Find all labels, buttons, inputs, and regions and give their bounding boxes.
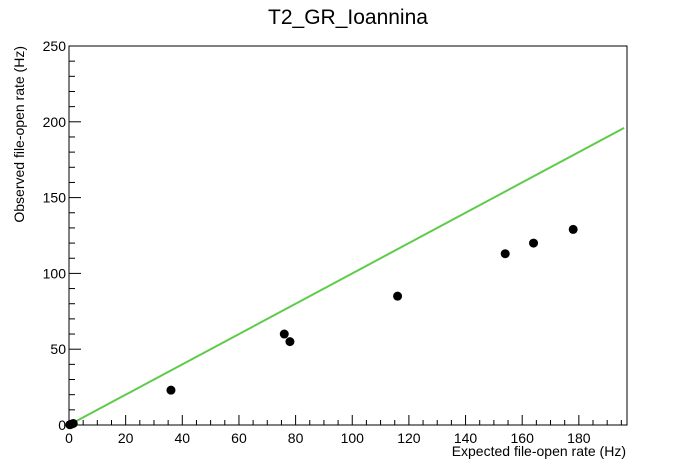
y-tick-label: 100 <box>43 265 67 281</box>
y-axis-title: Observed file-open rate (Hz) <box>11 46 27 223</box>
data-point <box>285 337 295 347</box>
chart-title: T2_GR_Ioannina <box>268 6 428 29</box>
y-tick-label: 50 <box>50 341 66 357</box>
x-tick-label: 120 <box>397 430 421 446</box>
x-tick-label: 80 <box>288 430 304 446</box>
x-tick-label: 180 <box>567 430 591 446</box>
y-tick-label: 200 <box>43 114 67 130</box>
x-axis-title: Expected file-open rate (Hz) <box>452 443 626 459</box>
x-tick-label: 100 <box>341 430 365 446</box>
y-tick-label: 0 <box>58 417 66 433</box>
data-point <box>393 291 403 301</box>
axes: 0 20 40 60 80 100 120 140 160 180 0 50 100 150 200 250 <box>43 38 622 446</box>
data-point <box>529 238 539 248</box>
x-tick-label: 60 <box>231 430 247 446</box>
series-layer <box>65 126 625 430</box>
data-point <box>166 385 176 395</box>
y-tick-label: 250 <box>43 38 67 54</box>
x-tick-label: 20 <box>118 430 134 446</box>
data-point <box>568 224 578 234</box>
data-point <box>68 418 78 428</box>
y-tick-label: 150 <box>43 190 67 206</box>
plot-frame <box>68 45 628 426</box>
data-point <box>279 329 289 339</box>
x-tick-label: 0 <box>65 430 73 446</box>
x-tick-label: 160 <box>511 430 535 446</box>
data-point <box>500 249 510 259</box>
x-tick-label: 40 <box>175 430 191 446</box>
x-tick-label: 140 <box>454 430 478 446</box>
reference-line <box>68 126 625 426</box>
